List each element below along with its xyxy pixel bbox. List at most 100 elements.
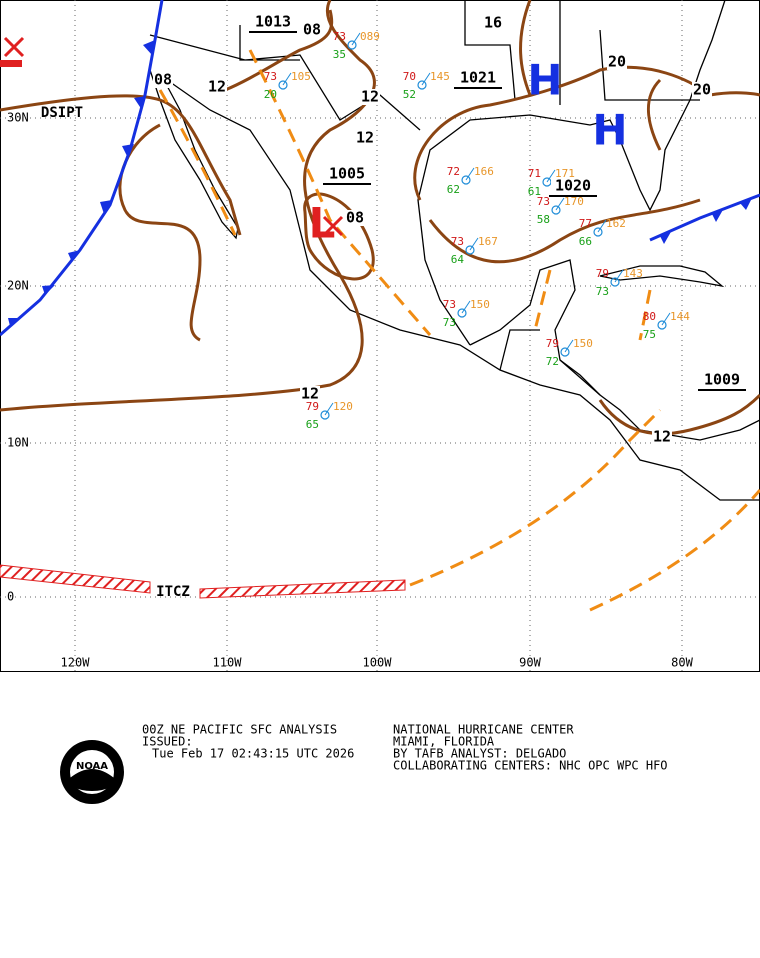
isobar — [413, 65, 760, 201]
isobar-label: 1020 — [555, 177, 591, 195]
station-barb — [324, 402, 334, 416]
station-dot — [417, 80, 427, 90]
low-bar — [0, 60, 22, 67]
station-barb — [597, 219, 607, 233]
isobar-label: 12 — [301, 385, 319, 403]
isobar-label: 08 — [303, 21, 321, 39]
station-temp: 73 — [264, 70, 277, 83]
itcz-band — [199, 579, 406, 599]
footer-right: COLLABORATING CENTERS: NHC OPC WPC HFO — [393, 759, 668, 773]
isobar — [646, 78, 662, 151]
label-bg — [551, 178, 595, 194]
label-bg — [692, 82, 712, 98]
itcz-band — [0, 564, 151, 594]
pacific-coast — [169, 81, 760, 501]
isobar — [0, 0, 376, 412]
itcz — [0, 564, 406, 599]
isobar-label: 08 — [346, 209, 364, 227]
pressure-center: H — [592, 106, 627, 155]
trough — [409, 408, 662, 587]
low-x — [3, 36, 25, 58]
isobar-label: 1021 — [460, 69, 496, 87]
station-temp: 72 — [447, 165, 460, 178]
station-dew: 64 — [451, 253, 465, 266]
label-bg — [325, 166, 369, 182]
isobar-label: 1005 — [329, 165, 365, 183]
lon-label: 100W — [363, 656, 393, 670]
feature-label: DSIPT — [41, 105, 83, 121]
lon-label: 80W — [671, 656, 693, 670]
station-barb — [461, 300, 471, 314]
station-temp: 71 — [528, 167, 541, 180]
station-dot — [551, 205, 561, 215]
station-temp: 70 — [403, 70, 416, 83]
station-dew: 61 — [528, 185, 541, 198]
trough — [158, 89, 237, 236]
station-dew: 62 — [447, 183, 460, 196]
label-bg — [607, 54, 627, 70]
station-temp: 73 — [443, 298, 456, 311]
noaa-logo: NOAA — [60, 740, 124, 804]
isobar — [0, 94, 242, 236]
lat-label: 10N — [7, 436, 29, 450]
stations: 73 20 105 79 65 120 73 64 167 73 73 150 73 58 170 77 66 1… — [264, 30, 690, 431]
station-dew: 35 — [333, 48, 346, 61]
station-barb — [555, 197, 565, 211]
station-dot — [461, 175, 471, 185]
cold-front — [0, 0, 760, 337]
station-barb — [282, 72, 292, 86]
station-barb — [661, 312, 671, 326]
feature-label: ITCZ — [156, 584, 190, 600]
station-barb — [546, 169, 556, 183]
footer-left: Tue Feb 17 02:43:15 UTC 2026 — [152, 747, 354, 761]
isobar-label: 1013 — [255, 13, 291, 31]
station-dew: 20 — [264, 88, 277, 101]
station-dew: 58 — [537, 213, 550, 226]
isobars — [0, 0, 760, 436]
station-dot — [465, 245, 475, 255]
station-pressure: 143 — [623, 267, 643, 280]
label-bg — [345, 210, 365, 226]
coastlines — [149, 0, 760, 501]
station-dew: 72 — [546, 355, 559, 368]
label-bg — [700, 372, 744, 388]
station-pressure: 170 — [564, 195, 584, 208]
lon-label: 120W — [61, 656, 91, 670]
station-pressure: 150 — [470, 298, 490, 311]
station-dot — [593, 227, 603, 237]
lat-label: 20N — [7, 279, 29, 293]
station-dew: 52 — [403, 88, 416, 101]
station-dew: 73 — [596, 285, 609, 298]
isobar — [224, 9, 334, 92]
isobar — [519, 0, 532, 96]
baja-coast — [149, 69, 239, 240]
label-bg — [652, 429, 672, 445]
label-bg — [483, 15, 503, 31]
trough — [589, 489, 760, 612]
label-bg — [456, 70, 500, 86]
station-dew: 65 — [306, 418, 319, 431]
station-temp: 73 — [451, 235, 464, 248]
station-barb — [614, 269, 624, 283]
station-temp: 79 — [306, 400, 319, 413]
footer-right: MIAMI, FLORIDA — [393, 735, 495, 749]
lon-label: 110W — [213, 656, 243, 670]
station-dot — [457, 308, 467, 318]
low-x — [322, 215, 344, 237]
station-pressure: 145 — [430, 70, 450, 83]
station-pressure: 089 — [360, 30, 380, 43]
isobar-label: 12 — [356, 129, 374, 147]
trough — [248, 49, 432, 336]
pressure-center: H — [527, 56, 562, 105]
station-pressure: 150 — [573, 337, 593, 350]
station-pressure: 167 — [478, 235, 498, 248]
station-dot — [320, 410, 330, 420]
lat-label: 0 — [7, 590, 14, 604]
station-barb — [465, 167, 475, 181]
station-dew: 66 — [579, 235, 592, 248]
isobar-label: 20 — [608, 53, 626, 71]
isobar — [303, 192, 375, 281]
station-dot — [657, 320, 667, 330]
markers — [0, 36, 344, 237]
station-pressure: 162 — [606, 217, 626, 230]
